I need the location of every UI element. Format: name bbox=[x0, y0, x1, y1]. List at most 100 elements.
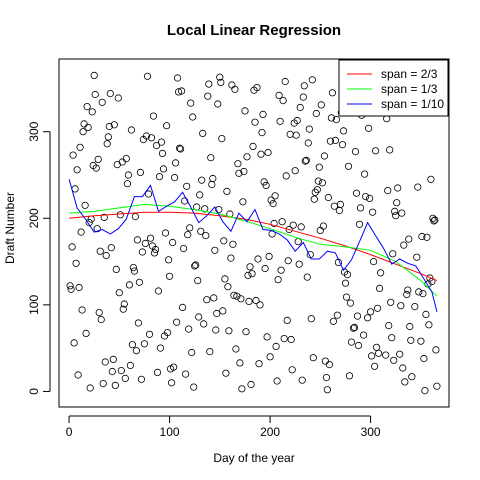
data-point bbox=[304, 139, 312, 147]
data-point bbox=[375, 284, 384, 292]
data-point bbox=[174, 74, 182, 82]
data-point bbox=[408, 373, 416, 381]
data-point bbox=[173, 318, 181, 326]
data-point bbox=[364, 124, 373, 132]
data-point bbox=[171, 174, 179, 182]
data-point bbox=[115, 289, 123, 297]
data-point bbox=[78, 306, 86, 314]
data-point bbox=[293, 116, 301, 125]
data-point bbox=[161, 229, 170, 237]
data-point bbox=[197, 227, 205, 235]
data-point bbox=[126, 361, 134, 369]
data-point bbox=[394, 184, 402, 192]
data-point bbox=[356, 204, 365, 212]
data-point bbox=[355, 220, 364, 228]
data-point bbox=[366, 308, 375, 316]
data-point bbox=[83, 103, 91, 111]
data-point bbox=[92, 164, 100, 172]
data-point bbox=[102, 251, 110, 260]
data-point bbox=[297, 223, 305, 231]
data-point bbox=[113, 161, 121, 169]
data-point bbox=[391, 207, 399, 215]
data-point bbox=[175, 88, 183, 96]
data-point bbox=[384, 187, 392, 195]
data-point bbox=[307, 315, 315, 323]
plot-frame bbox=[58, 58, 450, 408]
data-point bbox=[382, 351, 390, 359]
data-point bbox=[147, 134, 156, 142]
data-point bbox=[278, 218, 286, 226]
data-point bbox=[143, 72, 152, 80]
data-point bbox=[74, 371, 82, 379]
data-point bbox=[319, 222, 327, 230]
data-point bbox=[266, 353, 274, 361]
data-point bbox=[393, 199, 401, 207]
data-point bbox=[405, 235, 413, 243]
data-point bbox=[403, 290, 411, 299]
data-point bbox=[211, 246, 219, 254]
data-point bbox=[256, 301, 264, 309]
data-point bbox=[216, 73, 224, 81]
scatter-points bbox=[66, 71, 441, 395]
data-point bbox=[414, 183, 422, 191]
data-point bbox=[400, 241, 408, 249]
data-point bbox=[289, 221, 297, 229]
data-point bbox=[165, 256, 173, 264]
data-point bbox=[398, 209, 406, 217]
data-point bbox=[257, 150, 265, 158]
data-point bbox=[190, 383, 198, 391]
data-point bbox=[338, 141, 347, 149]
data-point bbox=[312, 109, 320, 118]
data-point bbox=[305, 125, 313, 133]
data-point bbox=[345, 372, 354, 380]
data-point bbox=[179, 303, 187, 311]
data-point bbox=[342, 293, 351, 301]
data-point bbox=[397, 302, 405, 310]
data-point bbox=[159, 165, 168, 173]
data-point bbox=[229, 240, 237, 248]
data-point bbox=[341, 279, 350, 287]
data-point bbox=[72, 259, 80, 267]
data-point bbox=[387, 298, 395, 306]
data-point bbox=[249, 142, 257, 150]
data-point bbox=[328, 89, 336, 97]
data-point bbox=[137, 375, 145, 383]
data-point bbox=[75, 283, 83, 292]
data-point bbox=[392, 212, 400, 220]
chart-title: Local Linear Regression bbox=[167, 22, 341, 39]
data-point bbox=[360, 170, 369, 178]
data-point bbox=[423, 233, 431, 241]
data-point bbox=[399, 364, 407, 372]
data-point bbox=[426, 274, 434, 282]
data-point bbox=[354, 341, 363, 350]
data-point bbox=[149, 112, 158, 120]
data-point bbox=[311, 188, 319, 196]
data-point bbox=[128, 341, 136, 349]
data-point bbox=[205, 80, 213, 88]
data-point bbox=[77, 228, 85, 236]
data-point bbox=[125, 281, 133, 289]
data-point bbox=[359, 331, 368, 339]
data-point bbox=[327, 114, 335, 122]
data-point bbox=[84, 123, 92, 132]
data-point bbox=[108, 367, 116, 376]
data-point bbox=[343, 270, 352, 279]
data-point bbox=[388, 334, 396, 342]
data-point bbox=[432, 346, 440, 354]
data-point bbox=[248, 270, 256, 278]
data-point bbox=[294, 238, 302, 246]
data-point bbox=[332, 116, 340, 124]
data-point bbox=[301, 157, 309, 165]
data-point bbox=[69, 151, 77, 159]
data-point bbox=[76, 143, 84, 151]
data-point bbox=[269, 200, 277, 208]
x-tick-label: 0 bbox=[66, 425, 73, 439]
data-point bbox=[236, 359, 244, 367]
data-point bbox=[296, 103, 304, 112]
data-point bbox=[222, 369, 230, 377]
data-point bbox=[237, 295, 245, 303]
data-point bbox=[215, 206, 223, 214]
data-point bbox=[368, 208, 377, 216]
data-point bbox=[107, 244, 115, 252]
